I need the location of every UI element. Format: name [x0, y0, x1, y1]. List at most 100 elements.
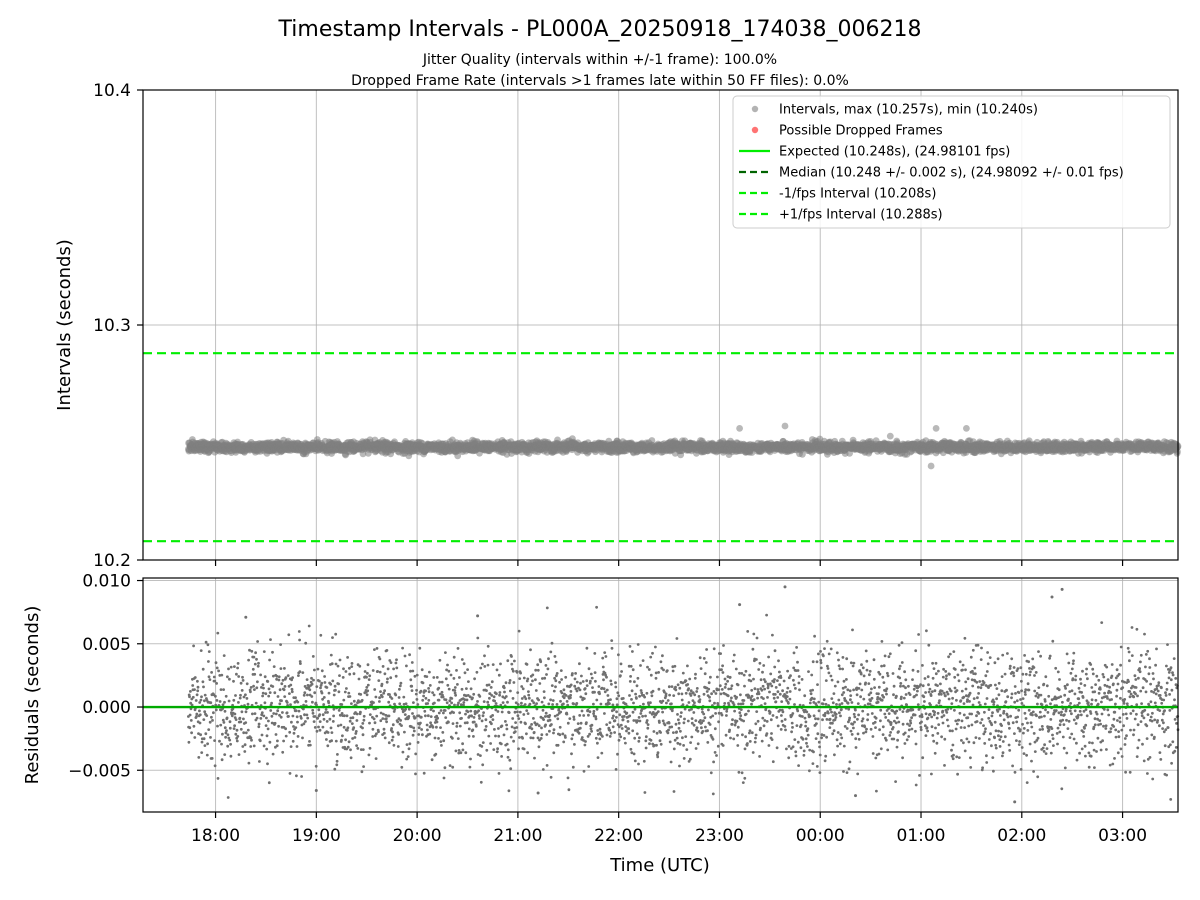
residual-point: [202, 718, 206, 721]
residual-point: [429, 721, 432, 725]
residual-point: [530, 723, 533, 726]
residual-point: [328, 717, 332, 721]
residual-point: [469, 687, 473, 691]
residual-point: [543, 676, 547, 680]
residual-point: [456, 647, 460, 650]
residual-point: [375, 732, 378, 736]
residual-point: [458, 724, 462, 728]
residual-point: [376, 670, 379, 673]
residual-point: [623, 737, 626, 740]
residual-point: [303, 713, 306, 717]
residual-point: [541, 708, 545, 712]
residual-point: [469, 757, 472, 761]
residual-point: [439, 726, 442, 729]
residual-point: [329, 682, 333, 686]
residual-point: [407, 715, 411, 718]
residual-point: [378, 696, 381, 700]
residual-point: [511, 717, 515, 720]
residual-point: [448, 699, 452, 703]
residual-point: [415, 698, 419, 701]
residual-point: [340, 738, 343, 742]
residual-point: [427, 687, 430, 690]
residual-point: [572, 715, 576, 719]
residual-point: [519, 720, 523, 724]
residual-point: [244, 721, 248, 724]
residual-point: [326, 711, 329, 714]
residual-point: [571, 733, 575, 737]
residual-point: [585, 679, 589, 683]
legend-dropped-frames-label: Possible Dropped Frames: [779, 124, 943, 139]
residual-point: [432, 676, 436, 679]
residual-point: [481, 662, 484, 666]
residual-point: [435, 720, 439, 724]
residual-point: [257, 725, 261, 729]
residual-point: [372, 701, 375, 704]
residual-point: [287, 633, 291, 637]
residual-point: [525, 663, 529, 666]
residual-point: [610, 646, 614, 650]
legend-median-label: Median (10.248 +/- 0.002 s), (24.98092 +…: [779, 166, 1124, 181]
residual-point: [447, 669, 451, 673]
residual-point: [582, 769, 586, 773]
residual-point: [362, 765, 365, 768]
residual-point: [188, 726, 192, 730]
residual-point: [443, 709, 447, 712]
residual-point: [247, 658, 251, 662]
residual-point: [508, 681, 511, 685]
residual-point: [572, 702, 575, 706]
residual-point: [403, 713, 407, 716]
residual-point: [439, 740, 443, 743]
residual-point: [595, 698, 599, 702]
residual-point: [510, 662, 514, 666]
residual-point: [535, 702, 538, 705]
residual-point: [419, 721, 422, 725]
residual-point: [467, 727, 471, 731]
residual-point: [549, 698, 552, 702]
residual-point: [254, 701, 258, 705]
residual-point: [227, 699, 231, 703]
residual-point: [620, 670, 623, 673]
residual-point: [589, 727, 593, 731]
residual-point: [513, 659, 516, 663]
residual-point: [465, 721, 469, 725]
residual-point: [533, 756, 536, 760]
residual-point: [403, 730, 406, 734]
residual-point: [278, 688, 282, 692]
residual-point: [573, 684, 577, 688]
residual-point: [426, 714, 430, 718]
residual-point: [199, 649, 203, 652]
residual-point: [382, 727, 386, 731]
residual-point: [332, 707, 336, 711]
residual-point: [240, 689, 244, 692]
residual-point: [439, 709, 443, 712]
residual-point: [359, 710, 362, 714]
residual-point: [362, 718, 366, 722]
legend-plus-fps-label: +1/fps Interval (10.288s): [779, 208, 943, 223]
residual-point: [450, 701, 453, 705]
residual-point: [334, 739, 338, 743]
residual-point: [499, 742, 503, 746]
residual-point: [585, 684, 589, 687]
residual-point: [387, 741, 391, 745]
residual-point: [374, 757, 378, 760]
residual-point: [222, 688, 226, 691]
residual-point: [504, 720, 507, 723]
residual-point: [280, 699, 283, 703]
residual-point: [330, 731, 334, 734]
residual-point: [278, 702, 282, 706]
residual-point: [226, 744, 230, 748]
residual-point: [366, 671, 369, 675]
residual-point: [518, 677, 522, 680]
residual-point: [532, 731, 536, 734]
residual-point: [274, 733, 278, 736]
residual-point: [301, 736, 304, 740]
residual-point: [626, 720, 630, 723]
residual-point: [616, 752, 619, 756]
residual-point: [312, 720, 316, 723]
residual-point: [517, 717, 521, 720]
residual-point: [472, 720, 476, 724]
residual-point: [479, 754, 482, 757]
residual-point: [279, 715, 283, 719]
residual-point: [440, 680, 444, 684]
